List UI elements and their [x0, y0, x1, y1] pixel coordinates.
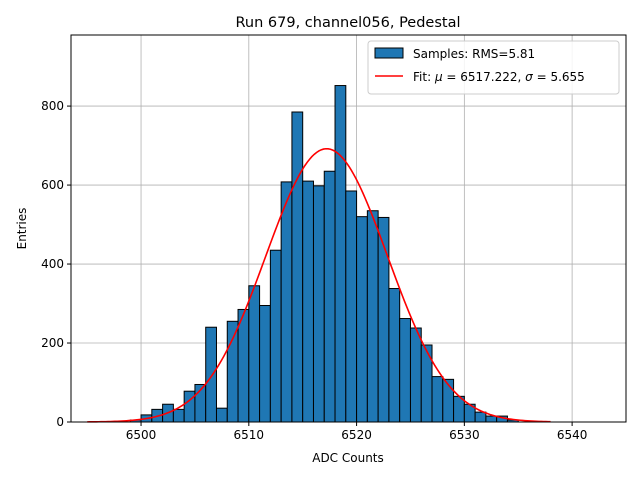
histogram-bar	[183, 390, 196, 423]
histogram-bar	[431, 376, 444, 423]
x-tick-label: 6520	[341, 428, 372, 442]
histogram-bar	[280, 181, 293, 423]
x-tick-label: 6510	[234, 428, 265, 442]
histogram-bar	[485, 415, 498, 423]
plot-frame	[70, 34, 627, 423]
histogram-bar	[345, 190, 358, 423]
histogram-bar	[291, 111, 304, 423]
histogram-bar	[334, 85, 347, 423]
histogram-bar	[356, 216, 368, 423]
histogram-bar	[172, 408, 185, 423]
y-tick-label: 800	[41, 99, 64, 113]
x-tick-label: 6530	[449, 428, 480, 442]
legend-mu-value: = 6517.222,	[443, 70, 526, 84]
histogram-bar	[269, 249, 282, 423]
legend-fit-prefix: Fit:	[413, 70, 435, 84]
legend-box	[367, 40, 620, 95]
histogram-bar	[237, 308, 250, 423]
gaussian-fit-curve	[87, 147, 551, 423]
histogram-bar	[377, 216, 390, 423]
y-tick-label: 400	[41, 257, 64, 271]
histogram-bar	[474, 411, 487, 423]
legend-sigma-value: = 5.655	[533, 70, 585, 84]
legend-mu-symbol: μ	[434, 70, 443, 84]
histogram-bar	[205, 326, 217, 423]
x-tick-label: 6500	[126, 428, 157, 442]
chart-title: Run 679, channel056, Pedestal	[235, 15, 460, 31]
histogram-bar	[226, 320, 239, 423]
legend-samples-label: Samples: RMS=5.81	[413, 47, 535, 61]
legend: Samples: RMS=5.81 Fit: μ = 6517.222, σ =…	[367, 40, 620, 95]
histogram-bar	[366, 210, 379, 423]
legend-samples-swatch	[374, 47, 404, 59]
y-tick-label: 0	[56, 415, 64, 429]
histogram-bar	[302, 180, 314, 423]
y-axis-ticks: 0 200 400 600 800	[41, 99, 71, 429]
y-axis-label: Entries	[15, 208, 29, 250]
legend-sigma-symbol: σ	[525, 70, 533, 84]
y-tick-label: 600	[41, 178, 64, 192]
histogram-bar	[409, 327, 422, 423]
histogram-bar	[399, 318, 411, 423]
histogram-bar	[312, 185, 325, 423]
histogram-bar	[323, 170, 336, 423]
x-axis-ticks: 6500 6510 6520 6530 6540	[126, 422, 588, 442]
histogram-bar	[215, 407, 228, 423]
histogram-bar	[259, 305, 271, 423]
histogram-bar	[248, 285, 261, 423]
x-tick-label: 6540	[557, 428, 588, 442]
histogram-bar	[388, 288, 401, 423]
x-axis-label: ADC Counts	[312, 451, 384, 465]
legend-fit-label: Fit: μ = 6517.222, σ = 5.655	[413, 70, 585, 84]
y-tick-label: 200	[41, 336, 64, 350]
